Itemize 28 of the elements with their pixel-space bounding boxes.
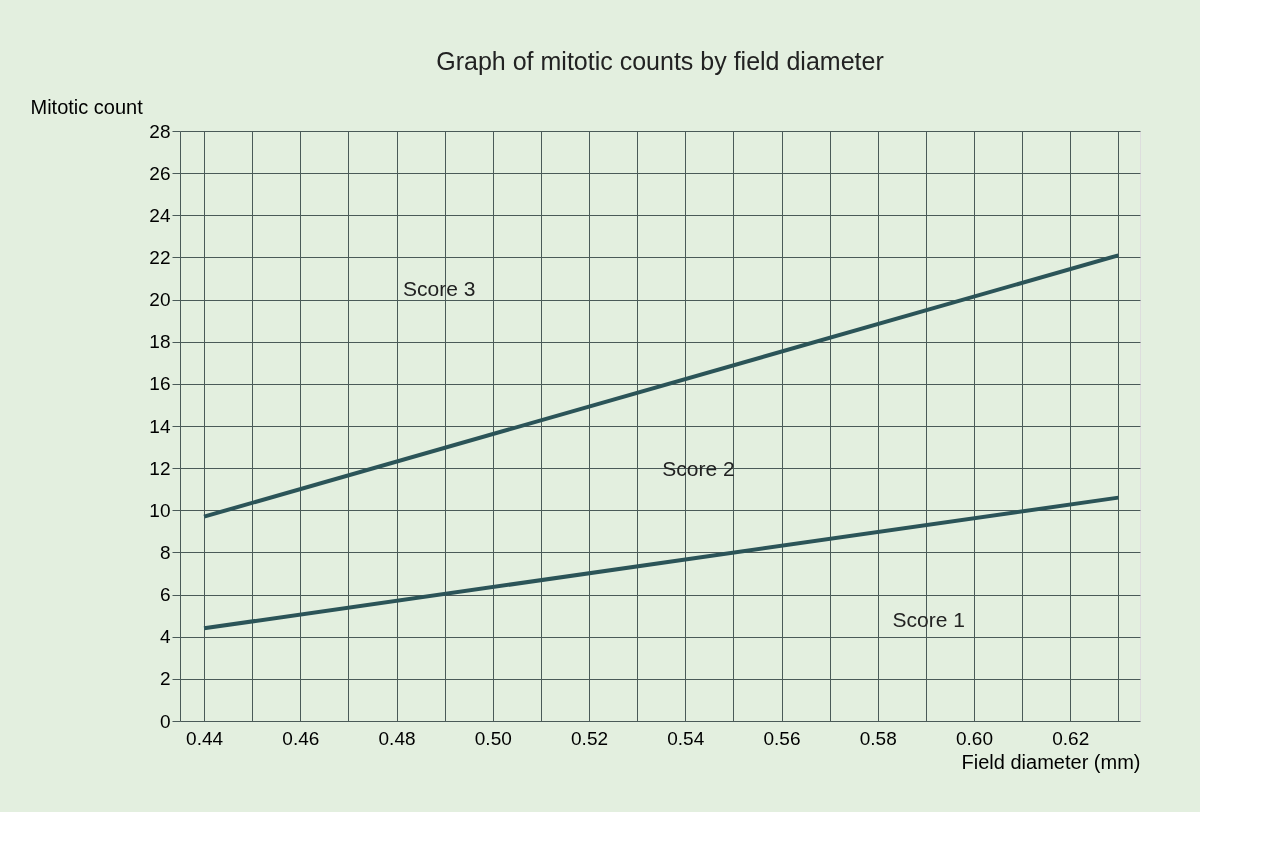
y-tick-label: 16 — [149, 373, 171, 395]
y-tick-label: 4 — [159, 626, 171, 648]
x-tick-label: 0.46 — [282, 727, 320, 749]
y-tick-label: 6 — [159, 584, 171, 606]
x-tick-label: 0.62 — [1052, 727, 1090, 749]
y-tick-label: 2 — [159, 668, 171, 690]
y-tick-label: 10 — [149, 499, 171, 521]
y-tick-label: 28 — [149, 120, 171, 142]
x-tick-label: 0.52 — [571, 727, 609, 749]
y-axis-title: Mitotic count — [30, 95, 144, 118]
y-tick-label: 8 — [159, 541, 171, 563]
chart-title: Graph of mitotic counts by field diameter — [436, 47, 884, 75]
y-tick-label: 24 — [149, 204, 171, 226]
text: 0.60 — [955, 727, 993, 749]
x-axis-title: Field diameter (mm) — [961, 750, 1141, 773]
y-tick-label: 0 — [159, 710, 171, 732]
y-tick-label: 22 — [149, 246, 171, 268]
x-tick-label: 0.58 — [859, 727, 897, 749]
text: 0.50 — [474, 727, 512, 749]
y-tick-label: 20 — [149, 289, 171, 311]
y-tick-label: 18 — [149, 331, 171, 353]
y-tick-label: 14 — [149, 415, 171, 437]
y-tick-label: 26 — [149, 162, 171, 184]
x-tick-label: 0.56 — [763, 727, 801, 749]
x-tick-label: 0.44 — [186, 727, 224, 749]
x-tick-label: 0.48 — [378, 727, 416, 749]
x-tick-label: 0.54 — [667, 727, 705, 749]
y-tick-label: 12 — [149, 457, 171, 479]
